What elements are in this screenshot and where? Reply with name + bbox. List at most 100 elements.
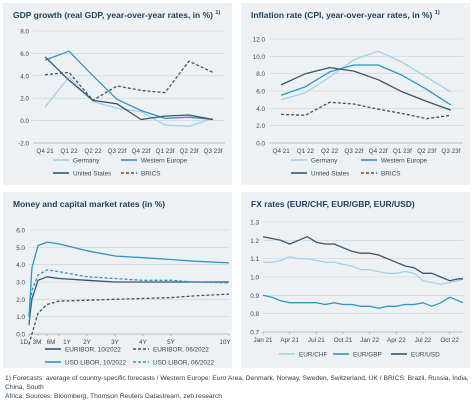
x-tick-label: Q4 21 [273, 148, 291, 155]
y-tick-label: 2.0 [20, 96, 29, 103]
y-tick-label: 0.7 [250, 330, 259, 337]
legend-label-united-states: United States [73, 171, 111, 178]
legend-label-brics: BRICS [141, 171, 161, 178]
footnote-line-1: 1) Forecasts: average of country-specifi… [5, 375, 469, 391]
legend-label-eur-chf: EUR/CHF [299, 352, 327, 359]
series-line-united-states [44, 56, 214, 121]
legend-label-germany: Germany [73, 158, 100, 165]
y-tick-label: 8.0 [20, 29, 29, 36]
series-line-eur-gbp [262, 294, 464, 309]
x-tick-label: 6M [47, 339, 56, 346]
x-tick-label: Q1 22 [60, 148, 78, 155]
series-line-eur-chf [263, 256, 464, 285]
x-tick-label: Q3 23f [204, 148, 223, 155]
rates-panel: Money and capital market rates (in %) 0.… [3, 192, 232, 368]
x-tick-label: Q1 23f [156, 148, 175, 155]
fx-title: FX rates (EUR/CHF, EUR/GBP, EUR/USD) [251, 199, 415, 209]
legend-label-usd-libor-06-2022: USD LIBOR, 06/2022 [153, 360, 215, 367]
x-tick-label: 4Y [139, 339, 148, 346]
series-line-western-europe [44, 50, 214, 121]
x-tick-label: Jan 22 [360, 337, 379, 344]
y-tick-label: 5.0 [16, 245, 25, 252]
y-tick-label: 3.0 [16, 280, 25, 287]
x-tick-label: Q1 22 [297, 148, 315, 155]
y-tick-label: 1.0 [250, 275, 259, 282]
y-tick-label: 6.0 [16, 228, 25, 235]
footnote: 1) Forecasts: average of country-specifi… [5, 374, 471, 401]
inflation-chart: 0.0 2.0 4.0 6.0 8.0 10.0 12.0 Q4 21 Q1 22 Q2 22 Q3… [253, 37, 463, 178]
fx-chart: 0.7 0.8 0.9 1.0 1.1 1.2 1.3 Jan 21 Apr 21 Jul 21 O… [250, 220, 464, 359]
y-tick-label: 1.1 [250, 256, 259, 263]
x-tick-label: Apr 22 [387, 337, 406, 344]
x-tick-label: 3Y [111, 339, 120, 346]
x-tick-label: Jul 21 [308, 337, 325, 344]
series-line-eur-usd [262, 236, 463, 282]
series-line-usd-libor-10-2022 [28, 241, 230, 317]
legend-label-eur-usd: EUR/USD [411, 352, 440, 359]
series-line-united-states [280, 66, 452, 111]
legend-label-brics: BRICS [381, 171, 401, 178]
x-tick-label: Q4 22f [132, 148, 151, 155]
x-tick-label: Oct 21 [334, 337, 353, 344]
legend-label-germany: Germany [311, 158, 338, 165]
x-tick-label: Oct 22 [440, 337, 459, 344]
x-tick-label: 2Y [83, 339, 92, 346]
y-tick-label: 0.0 [256, 141, 265, 148]
y-tick-label: 6.0 [256, 89, 265, 96]
legend-label-western-europe: Western Europe [141, 158, 188, 165]
rates-chart: 0.0 1.0 2.0 3.0 4.0 5.0 6.0 1D 3M 6M 1Y 2Y 3Y 4Y 5Y 10Y… [16, 228, 231, 367]
y-tick-label: 0.0 [20, 118, 29, 125]
y-tick-label: 2.0 [256, 123, 265, 130]
legend-label-usd-libor-10-2022: USD LIBOR, 10/2022 [65, 360, 127, 367]
series-line-usd-libor-06-2022 [28, 269, 230, 326]
y-tick-label: 1.2 [250, 238, 259, 245]
x-tick-label: Q3 22f [344, 148, 363, 155]
series-line-brics [281, 101, 451, 120]
legend-label-euribor-10-2022: EURIBOR, 10/2022 [65, 347, 121, 354]
x-tick-label: Apr 21 [280, 337, 299, 344]
x-tick-label: Q4 21 [36, 148, 54, 155]
x-tick-label: 1D [20, 339, 29, 346]
y-tick-label: 4.0 [16, 262, 25, 269]
x-tick-label: Q1 23f [393, 148, 412, 155]
inflation-title: Inflation rate (CPI, year-over-year rate… [251, 10, 440, 20]
x-tick-label: 5Y [167, 339, 176, 346]
legend-label-western-europe: Western Europe [381, 158, 428, 165]
inflation-panel: Inflation rate (CPI, year-over-year rate… [241, 3, 470, 185]
legend-label-eur-gbp: EUR/GBP [353, 352, 382, 359]
x-tick-label: Q2 23f [417, 148, 436, 155]
y-tick-label: 4.0 [256, 106, 265, 113]
y-tick-label: 0.0 [16, 332, 25, 339]
x-tick-label: Q2 23f [180, 148, 199, 155]
y-tick-label: 2.0 [16, 297, 25, 304]
y-tick-label: 4.0 [20, 73, 29, 80]
footnote-line-2: Africa; Sources: Bloomberg, Thomson Reut… [5, 393, 222, 400]
y-tick-label: 0.8 [250, 311, 259, 318]
y-tick-label: 8.0 [256, 71, 265, 78]
y-tick-label: 6.0 [20, 51, 29, 58]
x-tick-label: Jul 22 [415, 337, 432, 344]
y-tick-label: 10.0 [253, 54, 266, 61]
series-line-brics [44, 60, 214, 102]
fx-panel: FX rates (EUR/CHF, EUR/GBP, EUR/USD) 0.7… [241, 192, 470, 368]
y-tick-label: 12.0 [253, 37, 266, 44]
gdp-title: GDP growth (real GDP, year-over-year rat… [13, 10, 221, 20]
series-line-euribor-10-2022 [28, 276, 229, 324]
series-line-germany [44, 76, 214, 127]
series-line-germany [280, 50, 452, 101]
gdp-chart: -2.0 0.0 2.0 4.0 6.0 8.0 Q4 21 Q1 22 Q2 22 Q3 22f… [18, 29, 225, 178]
x-tick-label: Q3 23f [441, 148, 460, 155]
x-tick-label: Q2 22 [84, 148, 102, 155]
rates-title: Money and capital market rates (in %) [13, 199, 166, 209]
series-line-western-europe [280, 64, 452, 106]
gdp-panel: GDP growth (real GDP, year-over-year rat… [3, 3, 232, 185]
x-tick-label: 3M [33, 339, 42, 346]
y-tick-label: -2.0 [18, 141, 29, 148]
x-tick-label: 10Y [219, 339, 231, 346]
y-tick-label: 0.9 [250, 293, 259, 300]
x-tick-label: Q4 22f [369, 148, 388, 155]
x-tick-label: 1Y [63, 339, 72, 346]
x-tick-label: Q3 22f [108, 148, 127, 155]
y-tick-label: 1.3 [250, 220, 259, 227]
